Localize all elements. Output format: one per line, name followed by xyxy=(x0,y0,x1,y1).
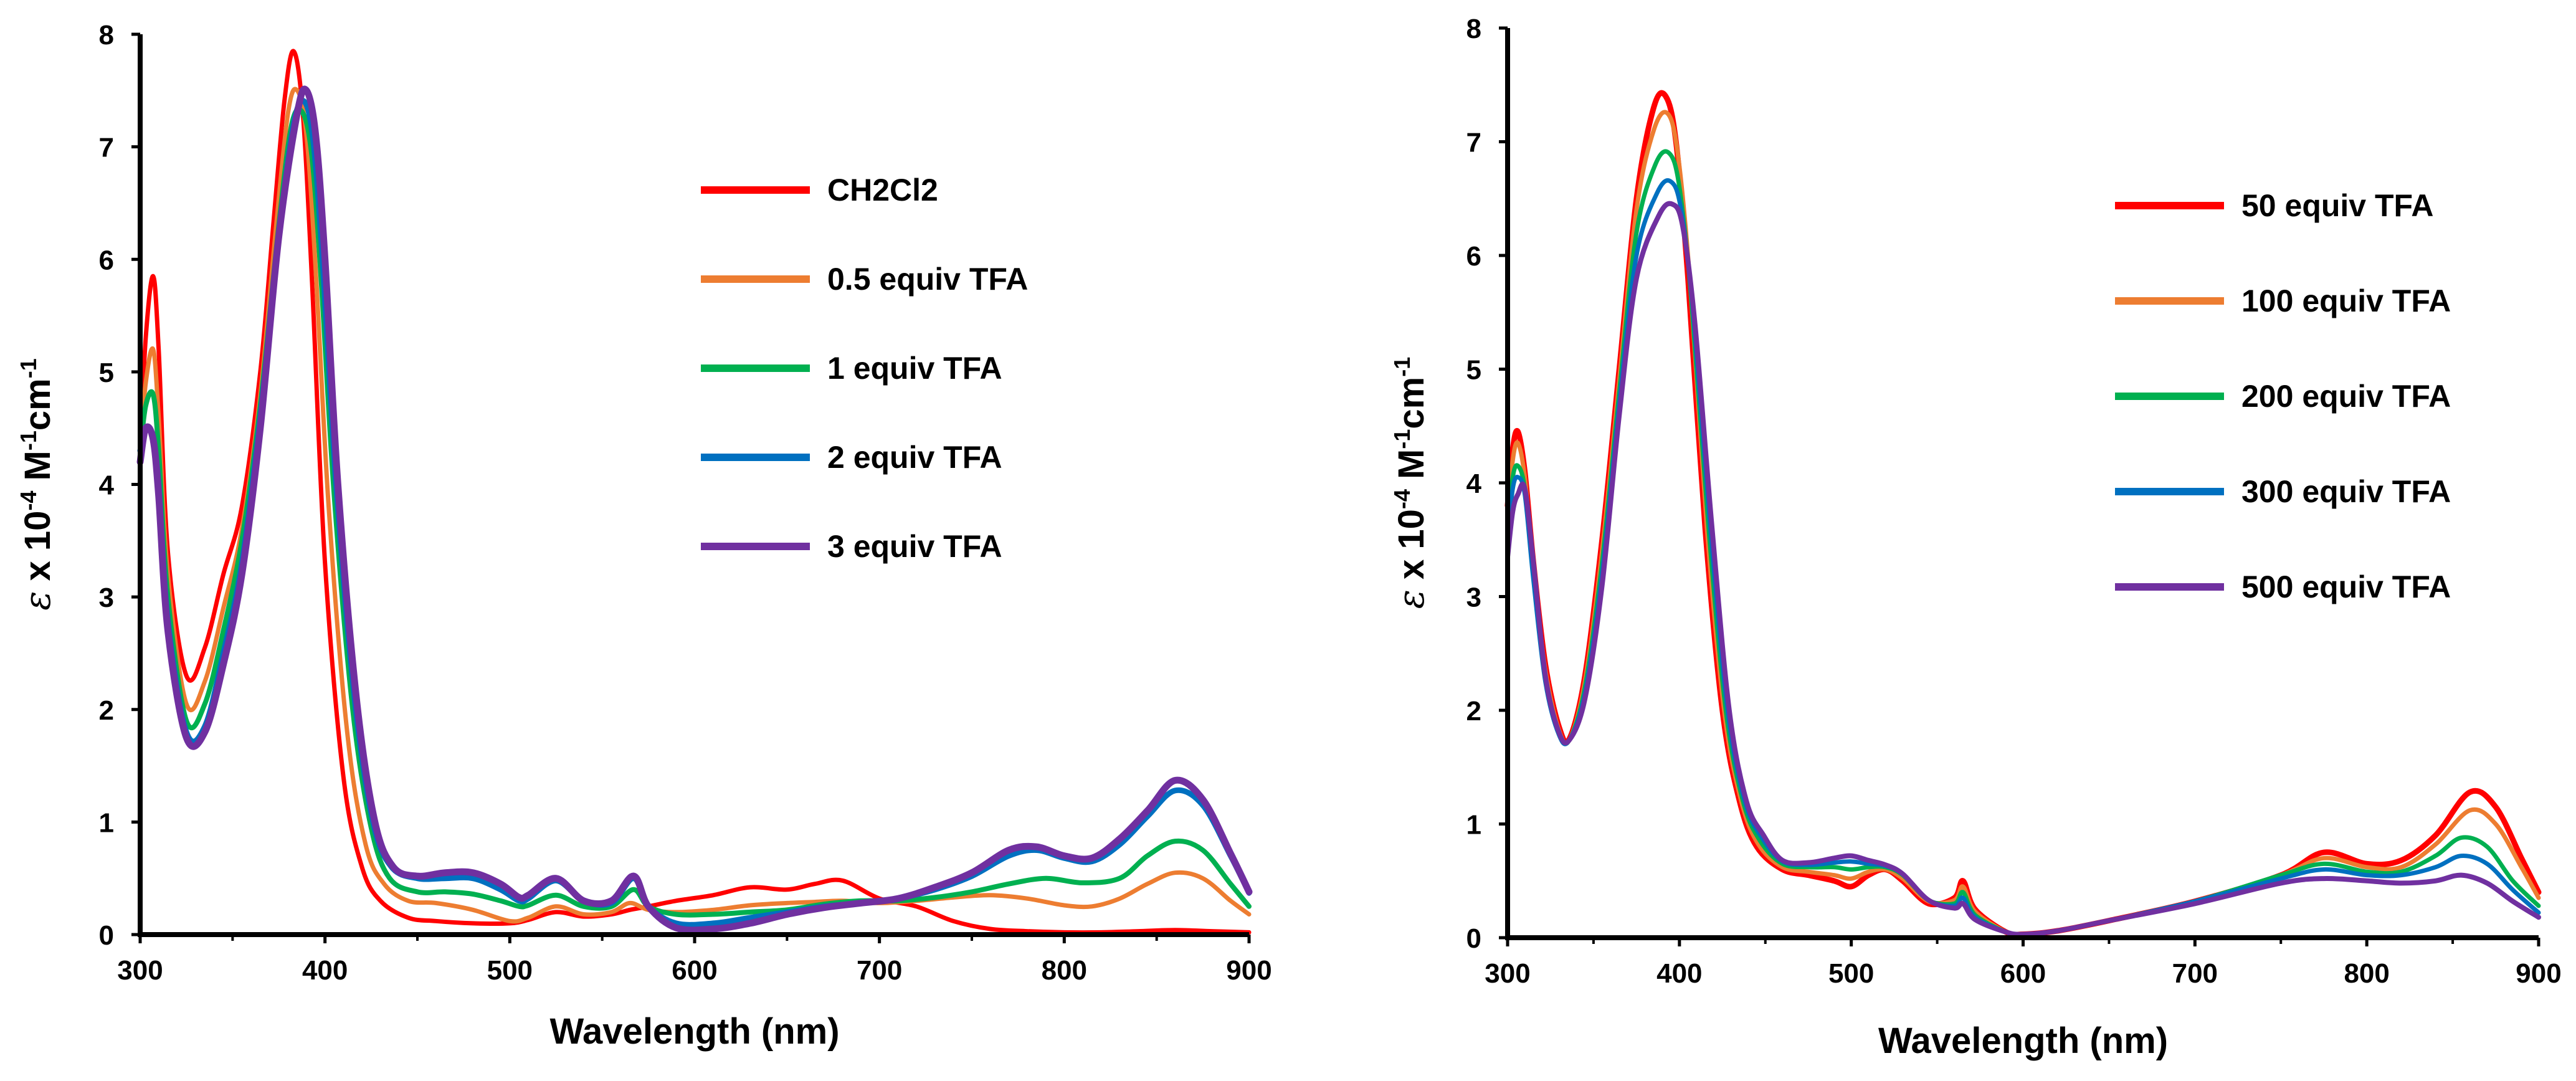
legend-label-5: 3 equiv TFA xyxy=(827,529,1002,564)
y-title-superscript: -1 xyxy=(1389,429,1415,449)
y-title-part: cm xyxy=(1391,377,1432,429)
y-axis-title: ε x 10-4 M-1cm-1 xyxy=(16,358,59,610)
y-title-part: cm xyxy=(17,378,58,431)
x-tick-label: 600 xyxy=(2000,958,2046,989)
legend-label-5: 500 equiv TFA xyxy=(2241,569,2451,604)
y-tick-label: 5 xyxy=(99,358,114,388)
x-axis-title: Wavelength (nm) xyxy=(549,1011,839,1052)
y-tick-label: 6 xyxy=(99,245,114,275)
legend-label-1: 50 equiv TFA xyxy=(2241,188,2433,223)
chart-left: 300 400 500 600 700 800 900 0 1 2 3 4 5 6 7 8 Wavelength… xyxy=(16,20,1272,1052)
x-tick-label: 800 xyxy=(1042,955,1087,986)
y-tick-label: 8 xyxy=(1466,14,1481,44)
series-line-3 xyxy=(138,107,1252,918)
x-tick-label: 300 xyxy=(1485,958,1530,989)
legend-label-3: 1 equiv TFA xyxy=(827,351,1002,386)
y-tick-label: 5 xyxy=(1466,355,1481,386)
legend-label-4: 2 equiv TFA xyxy=(827,440,1002,475)
series-group xyxy=(1504,90,2542,938)
y-tick-label: 1 xyxy=(99,807,114,838)
y-tick-label: 8 xyxy=(99,20,114,50)
y-title-part: M xyxy=(17,450,58,490)
x-tick-label: 900 xyxy=(2516,958,2561,989)
y-tick-label: 2 xyxy=(99,695,114,726)
y-tick-label: 2 xyxy=(1466,696,1481,726)
series-line-5 xyxy=(1505,201,2541,937)
x-tick-label: 700 xyxy=(2172,958,2218,989)
x-tick-label: 600 xyxy=(672,955,717,986)
y-tick-label: 3 xyxy=(1466,583,1481,613)
series-line-4 xyxy=(137,97,1252,928)
y-title-part: x 10 xyxy=(1391,509,1432,589)
y-tick-label: 7 xyxy=(99,133,114,163)
x-tick-label: 400 xyxy=(302,955,348,986)
y-tick-label: 6 xyxy=(1466,241,1481,272)
series-line-5 xyxy=(136,85,1253,934)
x-tick-label: 300 xyxy=(117,955,163,986)
y-tick-label: 4 xyxy=(1466,469,1482,499)
y-title-part: ε xyxy=(1390,589,1432,609)
legend-label-3: 200 equiv TFA xyxy=(2241,379,2451,414)
series-line-2 xyxy=(1505,110,2541,937)
legend: CH2Cl2 0.5 equiv TFA 1 equiv TFA 2 equiv TF… xyxy=(701,173,1028,564)
y-tick-label: 0 xyxy=(99,920,114,951)
series-line-3 xyxy=(1505,149,2541,937)
y-tick-label: 3 xyxy=(99,583,114,613)
series-line-1 xyxy=(138,49,1252,935)
y-title-superscript: -1 xyxy=(1389,357,1415,377)
y-tick-label: 0 xyxy=(1466,923,1481,954)
x-tick-label: 400 xyxy=(1656,958,1702,989)
x-axis-title: Wavelength (nm) xyxy=(1878,1021,2168,1061)
legend-label-2: 100 equiv TFA xyxy=(2241,283,2451,318)
series-group xyxy=(136,49,1253,935)
legend-label-2: 0.5 equiv TFA xyxy=(827,262,1028,297)
chart-right: 300 400 500 600 700 800 900 0 1 2 3 4 5 6 7 8 Wavelength… xyxy=(1389,14,2562,1061)
y-title-part: x 10 xyxy=(17,511,58,591)
y-title-superscript: -1 xyxy=(16,431,41,450)
legend-label-4: 300 equiv TFA xyxy=(2241,474,2451,509)
y-title-superscript: -4 xyxy=(16,491,41,511)
x-tick-label: 900 xyxy=(1226,955,1271,986)
x-tick-label: 500 xyxy=(1828,958,1874,989)
y-title-part: ε xyxy=(16,591,59,611)
series-line-2 xyxy=(138,87,1252,924)
y-axis-title: ε x 10-4 M-1cm-1 xyxy=(1389,357,1432,609)
x-tick-label: 800 xyxy=(2344,958,2389,989)
y-title-superscript: -1 xyxy=(16,358,41,378)
y-tick-label: 4 xyxy=(99,470,115,501)
x-tick-label: 500 xyxy=(487,955,533,986)
y-title-part: M xyxy=(1391,449,1432,489)
legend-label-1: CH2Cl2 xyxy=(827,173,938,207)
y-title-superscript: -4 xyxy=(1389,489,1415,509)
legend: 50 equiv TFA 100 equiv TFA 200 equiv TFA 30… xyxy=(2115,188,2451,604)
x-tick-label: 700 xyxy=(857,955,902,986)
y-tick-label: 1 xyxy=(1466,810,1481,841)
y-tick-label: 7 xyxy=(1466,128,1481,158)
